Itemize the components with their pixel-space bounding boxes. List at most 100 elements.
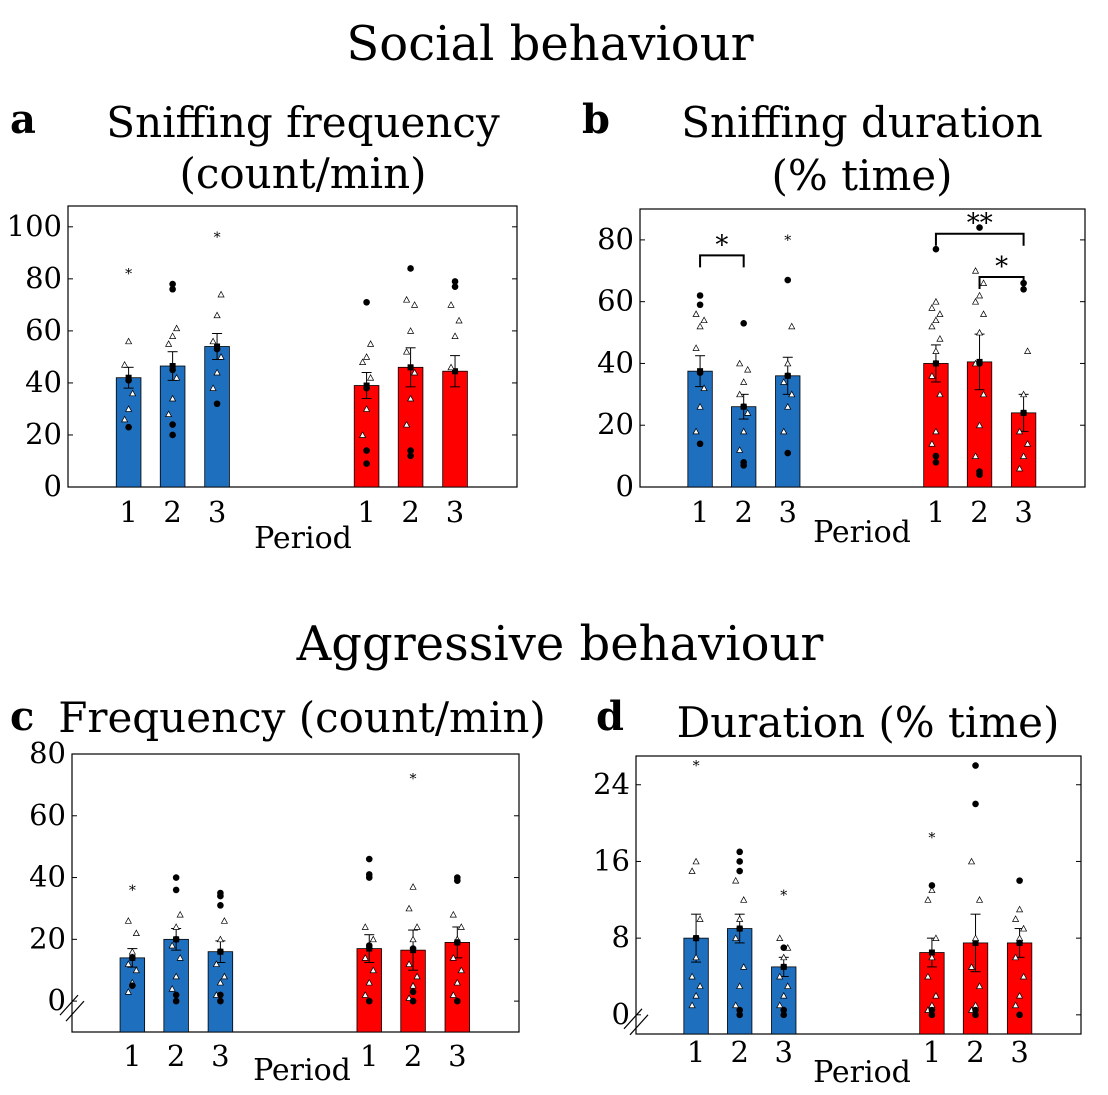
open-data-point	[361, 991, 369, 998]
open-data-point	[692, 310, 700, 317]
x-tick-label: 2	[966, 1035, 984, 1069]
axis-break-mark	[623, 1008, 643, 1030]
open-data-point	[1016, 991, 1024, 999]
filled-data-point	[784, 276, 792, 284]
open-data-point	[700, 384, 708, 392]
x-tick-label: 1	[927, 495, 945, 529]
open-data-point	[366, 340, 375, 347]
filled-data-point	[172, 997, 180, 1005]
open-data-point	[688, 1001, 696, 1009]
bar	[731, 406, 757, 488]
open-data-point	[784, 402, 792, 410]
open-data-point	[979, 390, 988, 398]
filled-data-point	[740, 403, 747, 410]
mean-marker	[452, 368, 459, 375]
filled-data-point	[365, 942, 373, 949]
open-data-point	[361, 954, 369, 961]
plot-frame	[639, 208, 1086, 488]
x-axis-label: Period	[813, 1055, 911, 1090]
open-data-point	[736, 915, 744, 922]
open-data-point	[696, 915, 704, 922]
filled-data-point	[213, 400, 221, 408]
filled-data-point	[932, 452, 940, 460]
significance-bracket	[934, 232, 1025, 246]
filled-data-point	[451, 283, 459, 290]
open-data-point	[776, 972, 784, 980]
open-data-point	[128, 947, 136, 955]
open-data-point	[169, 332, 177, 339]
y-tick-label: 80	[597, 222, 634, 256]
open-data-point	[788, 322, 796, 330]
outlier-marker: *	[784, 233, 791, 249]
outlier-marker: *	[125, 267, 132, 283]
filled-data-point	[125, 377, 132, 384]
y-tick-label: 100	[7, 209, 62, 243]
filled-data-point	[1020, 286, 1027, 293]
filled-data-point	[129, 954, 136, 962]
open-data-point	[928, 372, 936, 379]
open-data-point	[362, 353, 371, 360]
open-data-point	[740, 378, 748, 385]
filled-data-point	[696, 292, 704, 299]
filled-data-point	[784, 372, 792, 380]
panel-title-line: Frequency (count/min)	[58, 693, 546, 742]
open-data-point	[979, 310, 988, 317]
open-data-point	[129, 389, 137, 397]
open-data-point	[447, 301, 455, 308]
open-data-point	[740, 963, 748, 970]
filled-data-point	[736, 858, 743, 865]
panel-title-line: Sniffing duration	[681, 98, 1043, 147]
open-data-point	[405, 904, 413, 912]
filled-data-point	[976, 360, 983, 367]
filled-data-point	[217, 889, 224, 897]
open-data-point	[402, 420, 411, 428]
open-data-point	[449, 954, 457, 961]
x-tick-label: 2	[970, 495, 988, 529]
filled-data-point	[976, 224, 983, 231]
outlier-marker: *	[928, 830, 935, 846]
axis-break-mark	[65, 1000, 85, 1022]
open-data-point	[744, 365, 752, 373]
open-data-point	[457, 923, 465, 930]
open-data-point	[936, 310, 944, 317]
open-data-point	[406, 327, 415, 334]
open-data-point	[732, 876, 740, 884]
filled-data-point	[217, 948, 224, 955]
open-data-point	[121, 415, 129, 423]
open-data-point	[369, 966, 377, 974]
filled-data-point	[454, 874, 461, 881]
y-tick-label: 80	[29, 736, 66, 770]
filled-data-point	[407, 452, 414, 460]
filled-data-point	[736, 1006, 743, 1014]
open-data-point	[365, 978, 373, 986]
x-tick-label: 1	[360, 1039, 378, 1073]
significance-label: *	[995, 252, 1008, 282]
open-data-point	[692, 857, 700, 865]
significance-bracket	[699, 254, 745, 268]
filled-data-point	[976, 468, 983, 475]
filled-data-point	[409, 997, 417, 1005]
open-data-point	[732, 934, 740, 941]
filled-data-point	[696, 301, 704, 309]
open-data-point	[409, 935, 417, 943]
open-data-point	[932, 297, 940, 305]
filled-data-point	[928, 882, 936, 889]
filled-data-point	[780, 1011, 788, 1019]
x-tick-label: 3	[775, 1035, 793, 1069]
open-data-point	[165, 410, 173, 417]
open-data-point	[971, 452, 980, 459]
open-data-point	[413, 972, 421, 980]
open-data-point	[1012, 953, 1020, 961]
filled-data-point	[363, 384, 370, 392]
filled-data-point	[365, 871, 373, 878]
filled-data-point	[740, 319, 747, 327]
open-data-point	[176, 910, 184, 918]
plot-frame	[635, 755, 1082, 1035]
panel-letter: c	[10, 693, 34, 740]
open-data-point	[213, 311, 221, 319]
x-tick-label: 3	[1014, 495, 1032, 529]
open-data-point	[217, 353, 225, 360]
open-data-point	[975, 896, 984, 903]
y-tick-label: 40	[25, 365, 62, 399]
open-data-point	[169, 394, 177, 402]
